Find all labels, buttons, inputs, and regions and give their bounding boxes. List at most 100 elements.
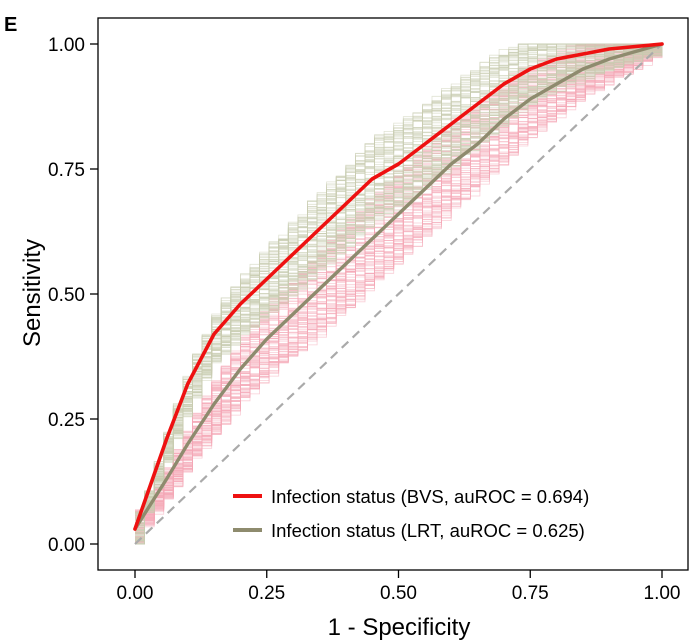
bootstrap-curve <box>135 43 662 524</box>
bootstrap-curve <box>135 43 662 522</box>
bootstrap-curve <box>135 44 663 527</box>
bootstrap-curve <box>135 43 662 518</box>
bootstrap-curve <box>135 43 662 515</box>
bootstrap-curve <box>135 43 662 528</box>
bootstrap-curve <box>135 43 662 523</box>
bootstrap-curve <box>135 43 662 513</box>
bootstrap-curve <box>135 43 662 519</box>
bootstrap-curve <box>135 46 663 545</box>
bootstrap-curve <box>135 48 663 545</box>
bootstrap-curve <box>135 43 662 524</box>
x-axis: 0.00 0.25 0.50 0.75 1.00 <box>117 570 681 604</box>
bootstrap-curve <box>135 43 662 512</box>
bootstrap-curve <box>135 43 662 515</box>
bootstrap-curve <box>135 44 662 529</box>
bootstrap-curve <box>135 44 663 534</box>
bootstrap-curve <box>135 44 663 534</box>
bootstrap-curve <box>135 43 662 514</box>
bootstrap-curve <box>135 43 662 517</box>
bootstrap-curve <box>135 43 662 516</box>
bootstrap-curve <box>135 43 662 516</box>
bootstrap-curve <box>135 50 663 539</box>
bootstrap-curve <box>135 43 662 521</box>
bootstrap-curve <box>135 43 662 513</box>
bootstrap-curve <box>135 44 663 533</box>
bootstrap-curve <box>135 43 662 530</box>
bootstrap-curve <box>135 43 662 528</box>
bootstrap-curve <box>135 48 662 535</box>
bootstrap-curve <box>135 43 662 532</box>
bootstrap-curve <box>135 43 662 526</box>
bootstrap-curve <box>135 43 662 515</box>
y-tick-label: 0.50 <box>48 285 85 306</box>
x-tick-label: 0.00 <box>117 583 154 604</box>
bootstrap-curve <box>135 46 663 545</box>
y-tick-label: 1.00 <box>48 35 85 56</box>
legend-label-bvs: Infection status (BVS, auROC = 0.694) <box>271 486 589 507</box>
bootstrap-curve <box>135 43 662 512</box>
y-tick-label: 0.75 <box>48 160 85 181</box>
bootstrap-curve <box>135 43 662 533</box>
bootstrap-curve <box>135 43 662 521</box>
bootstrap-curve <box>135 43 662 529</box>
bootstrap-curve <box>135 43 662 534</box>
bootstrap-curve <box>135 43 662 521</box>
bootstrap-curve <box>135 43 662 517</box>
bootstrap-curve <box>135 43 662 527</box>
bootstrap-curve <box>135 44 663 532</box>
bootstrap-curve <box>135 43 662 516</box>
panel-label: E <box>4 14 17 36</box>
bootstrap-curve <box>135 43 662 521</box>
x-tick-label: 1.00 <box>644 583 681 604</box>
bootstrap-curve <box>135 43 662 521</box>
bootstrap-curve <box>135 43 662 521</box>
x-tick-label: 0.50 <box>380 583 417 604</box>
bootstrap-curve <box>135 43 662 519</box>
bootstrap-curve <box>135 44 663 533</box>
bootstrap-curve <box>135 43 662 520</box>
bootstrap-curve <box>135 43 662 525</box>
bootstrap-curve <box>135 44 663 531</box>
bootstrap-curve <box>135 43 662 528</box>
bootstrap-curve <box>135 43 662 525</box>
bootstrap-curve <box>135 43 662 514</box>
bootstrap-curve <box>135 43 662 520</box>
bootstrap-curve <box>135 43 662 519</box>
bootstrap-curve <box>135 43 662 534</box>
series-lines <box>133 42 664 531</box>
legend: Infection status (BVS, auROC = 0.694) In… <box>233 486 589 541</box>
bootstrap-curve <box>135 43 662 516</box>
y-tick-label: 0.25 <box>48 410 85 431</box>
bootstrap-curve <box>135 48 663 533</box>
bootstrap-curve <box>135 43 662 514</box>
bootstrap-curve <box>135 44 663 533</box>
y-axis-title: Sensitivity <box>19 239 46 347</box>
bootstrap-curve <box>135 43 662 531</box>
bootstrap-curve <box>135 44 663 526</box>
bootstrap-curve <box>135 43 662 519</box>
bootstrap-curve <box>135 43 662 518</box>
legend-label-lrt: Infection status (LRT, auROC = 0.625) <box>271 520 585 541</box>
bootstrap-curve <box>135 43 662 526</box>
bootstrap-curve <box>135 43 662 524</box>
bootstrap-curve <box>135 43 662 511</box>
y-axis: 0.00 0.25 0.50 0.75 1.00 <box>48 35 98 556</box>
x-axis-title: 1 - Specificity <box>328 614 471 641</box>
bootstrap-curve <box>135 43 662 517</box>
bootstrap-curve <box>135 43 662 511</box>
bootstrap-curve <box>135 43 662 523</box>
reference-diagonal <box>134 43 663 545</box>
bootstrap-curve <box>135 43 662 526</box>
x-tick-label: 0.75 <box>512 583 549 604</box>
bootstrap-curve <box>135 44 663 525</box>
y-tick-label: 0.00 <box>48 535 85 556</box>
bootstrap-curve <box>135 47 662 537</box>
bootstrap-curve <box>135 43 662 514</box>
bootstrap-curve <box>135 43 662 531</box>
bootstrap-curve <box>135 43 662 526</box>
bootstrap-curve <box>135 43 662 516</box>
bootstrap-curve <box>135 43 662 513</box>
bootstrap-curves <box>135 43 663 545</box>
bootstrap-curve <box>135 44 663 533</box>
